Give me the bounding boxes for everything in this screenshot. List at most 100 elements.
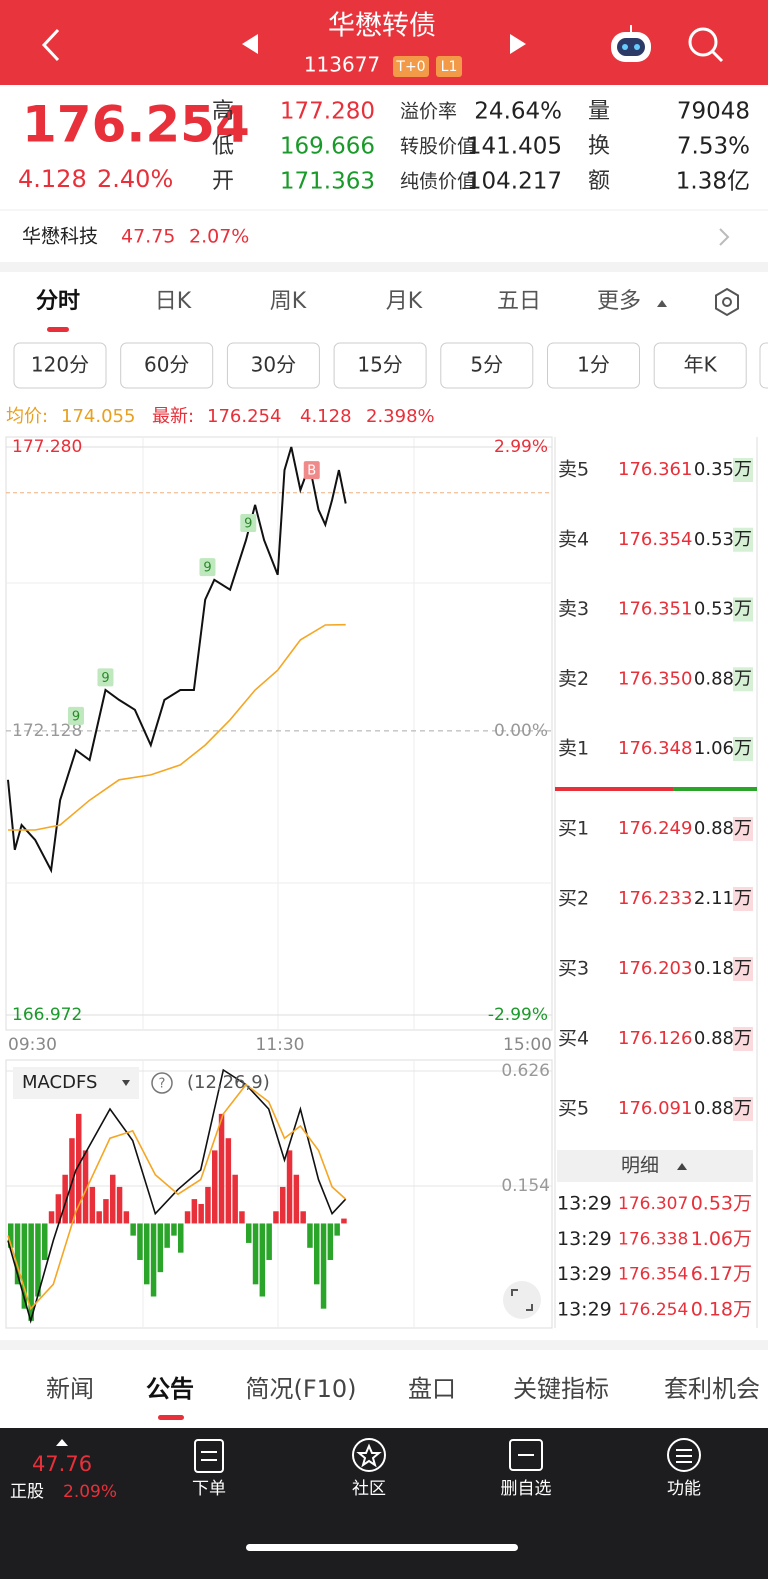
next-button[interactable]	[510, 34, 526, 54]
book-price: 176.361	[618, 459, 692, 480]
search-icon[interactable]	[688, 27, 724, 63]
indicator-params: (12,26,9)	[187, 1072, 270, 1093]
nav-label[interactable]: 正股	[10, 1482, 44, 1502]
avg-label: 均价:	[6, 406, 48, 427]
macd-bar	[171, 1223, 177, 1236]
macd-line	[7, 1083, 347, 1311]
bottom-tab[interactable]: 套利机会	[664, 1375, 760, 1403]
back-button[interactable]	[41, 28, 60, 62]
macd-bar	[48, 1211, 55, 1224]
tab[interactable]: 日K	[155, 289, 192, 314]
indicator-name[interactable]: MACDFS	[22, 1072, 97, 1093]
period-button[interactable]	[13, 342, 107, 389]
tab[interactable]: 月K	[386, 289, 423, 314]
y-tick-label: 166.972	[12, 1005, 82, 1025]
stock-change: 2.07%	[189, 226, 249, 248]
book-label: 买3	[558, 958, 589, 980]
macd-bar	[293, 1174, 300, 1224]
gap	[0, 262, 768, 272]
stock-price: 47.75	[121, 226, 175, 248]
period-button[interactable]	[759, 342, 768, 389]
period-label[interactable]: 年K	[684, 353, 718, 377]
book-volume: 0.53万	[694, 529, 752, 550]
book-price: 176.126	[618, 1028, 692, 1049]
home-indicator	[246, 1544, 518, 1551]
period-button[interactable]	[440, 342, 534, 389]
macd-bar	[239, 1211, 245, 1224]
book-volume: 1.06万	[694, 738, 752, 759]
volume-bg	[733, 667, 753, 692]
dropdown-caret	[122, 1080, 130, 1086]
period-label[interactable]: 15分	[357, 353, 402, 377]
book-label: 买4	[558, 1028, 589, 1050]
macd-bar	[266, 1223, 272, 1260]
volume-bg	[733, 737, 753, 761]
macd-bar	[35, 1223, 41, 1297]
chevron[interactable]	[719, 228, 730, 246]
bottom-tab[interactable]: 简况(F10)	[245, 1375, 356, 1403]
tab[interactable]: 更多	[597, 289, 641, 314]
macd-bar	[96, 1211, 102, 1224]
bottom-tab[interactable]: 新闻	[46, 1375, 94, 1403]
book-price: 176.091	[618, 1098, 692, 1119]
period-label[interactable]: 30分	[251, 353, 296, 377]
period-label[interactable]: 5分	[470, 353, 503, 377]
book-label: 买2	[558, 888, 589, 910]
avg-value: 174.055	[61, 406, 135, 427]
nav-icons	[194, 1438, 701, 1473]
macd-bar	[212, 1150, 218, 1224]
robot-icon[interactable]	[611, 25, 651, 62]
book-price: 176.348	[618, 738, 692, 759]
macd-bar	[144, 1223, 150, 1285]
volume-bg	[733, 1027, 753, 1051]
period-label[interactable]: 60分	[144, 353, 189, 377]
macd-bar	[89, 1186, 96, 1224]
marker-label: 9	[101, 671, 109, 686]
nav-price[interactable]: 47.76	[32, 1452, 92, 1476]
nav-item[interactable]: 下单	[192, 1479, 226, 1499]
field-value: 169.666	[280, 134, 375, 160]
period-button[interactable]	[333, 342, 427, 389]
tab[interactable]: 周K	[270, 289, 307, 314]
y-tick-label: 172.128	[12, 721, 82, 741]
zoom-button[interactable]	[503, 1281, 541, 1319]
tab-underline	[158, 1415, 184, 1420]
volume-bg	[733, 597, 753, 622]
period-button[interactable]	[120, 342, 214, 389]
nav-item[interactable]: 功能	[667, 1479, 701, 1499]
tag-bg	[393, 56, 429, 77]
bottom-tab[interactable]: 关键指标	[513, 1375, 609, 1403]
period-button[interactable]	[226, 342, 320, 389]
period-label[interactable]: 1分	[577, 353, 610, 377]
book-volume: 0.88万	[694, 818, 752, 839]
period-button[interactable]	[547, 342, 640, 389]
bottom-tab[interactable]: 盘口	[408, 1375, 456, 1403]
field-label: 开	[212, 169, 234, 194]
detail-header[interactable]	[557, 1150, 753, 1182]
macd-bar	[178, 1223, 184, 1253]
macd-bar	[198, 1203, 204, 1224]
period-label[interactable]: 120分	[31, 353, 89, 377]
stock-name[interactable]: 华懋科技	[22, 226, 98, 248]
book-volume: 0.18万	[694, 958, 752, 979]
period-button[interactable]	[653, 342, 747, 389]
macd-bar	[8, 1223, 14, 1248]
settings-icon[interactable]	[715, 287, 739, 317]
trade-time: 13:29	[557, 1228, 612, 1250]
bottom-tab[interactable]: 公告	[146, 1375, 194, 1403]
prev-button[interactable]	[242, 34, 258, 54]
book-price: 176.350	[618, 668, 692, 689]
help-icon[interactable]	[151, 1072, 173, 1094]
y-tick-label: 177.280	[12, 437, 82, 457]
volume-bg	[733, 458, 753, 482]
indicator-select[interactable]	[13, 1067, 139, 1099]
field-value: 104.217	[467, 169, 562, 195]
book-divider-green	[673, 787, 757, 791]
tab[interactable]: 五日	[497, 289, 541, 314]
tab[interactable]: 分时	[36, 289, 80, 314]
book-price: 176.233	[618, 888, 692, 909]
chart-frame	[5, 436, 553, 1031]
nav-item[interactable]: 删自选	[501, 1479, 552, 1499]
nav-item[interactable]: 社区	[352, 1479, 386, 1499]
